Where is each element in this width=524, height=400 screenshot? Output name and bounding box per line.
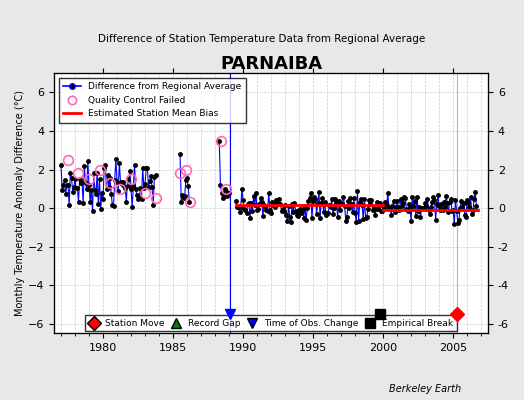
Legend: Station Move, Record Gap, Time of Obs. Change, Empirical Break: Station Move, Record Gap, Time of Obs. C… [85, 315, 457, 331]
Text: Berkeley Earth: Berkeley Earth [389, 384, 461, 394]
Text: Difference of Station Temperature Data from Regional Average: Difference of Station Temperature Data f… [99, 34, 425, 44]
Y-axis label: Monthly Temperature Anomaly Difference (°C): Monthly Temperature Anomaly Difference (… [15, 90, 25, 316]
Title: PARNAIBA: PARNAIBA [220, 55, 322, 73]
